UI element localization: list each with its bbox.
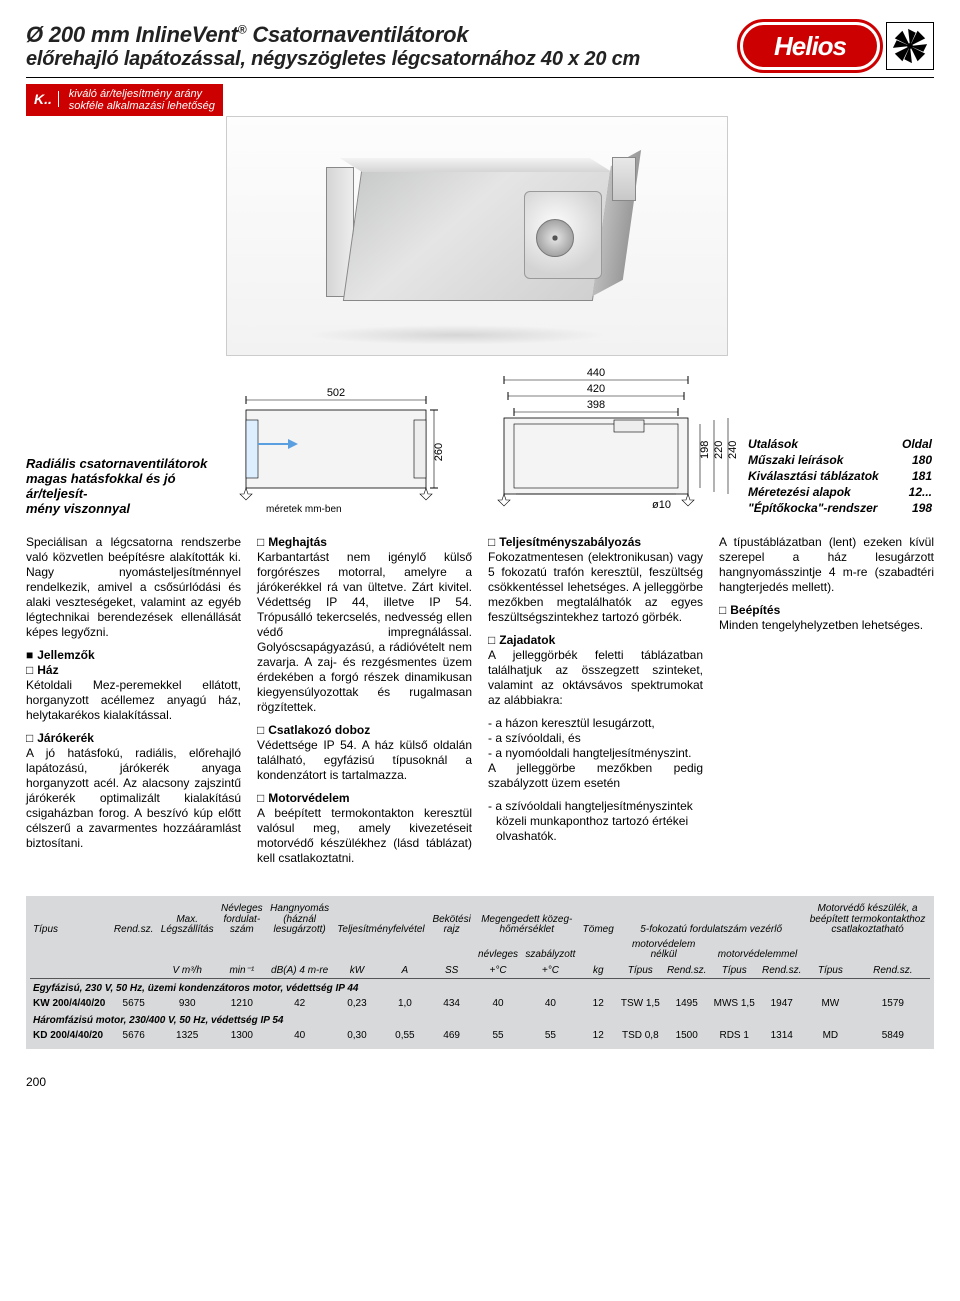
k-feature-box: K.. kiváló ár/teljesítmény arány sokféle… — [26, 84, 223, 116]
left-caption: Radiális csatornaventilátorok magas hatá… — [26, 457, 226, 517]
col2-h-csatlakozo: Csatlakozó doboz — [257, 723, 370, 737]
text-columns: Speciálisan a légcsatorna rendszerbe val… — [26, 535, 934, 874]
col2-h-motorvedelem: Motorvédelem — [257, 791, 350, 805]
col-2: Meghajtás Karbantartást nem igénylő küls… — [257, 535, 472, 874]
k-label: K.. — [34, 91, 59, 107]
fan-icon — [886, 22, 934, 70]
col1-h-jellemzok: Jellemzők — [26, 648, 95, 662]
col-4: A típustáblázatban (lent) ezeken kívül s… — [719, 535, 934, 874]
title-block: Ø 200 mm InlineVent® Csatornaventilátoro… — [26, 22, 740, 71]
col1-h-jarokerek: Járókerék — [26, 731, 94, 745]
page-number: 200 — [26, 1075, 934, 1089]
title-line-1: Ø 200 mm InlineVent® Csatornaventilátoro… — [26, 22, 740, 48]
spec-row-1: KW 200/4/40/20 5675 930 1210 42 0,23 1,0… — [30, 996, 930, 1011]
references-page: Oldal — [898, 437, 932, 451]
svg-text:240: 240 — [727, 441, 736, 459]
dimension-row: Radiális csatornaventilátorok magas hatá… — [26, 364, 934, 517]
dimension-drawing-side: 502 260 méretek mm-ben — [226, 384, 486, 517]
svg-text:198: 198 — [699, 441, 711, 459]
references-title: Utalások — [748, 437, 896, 451]
spec-table: Típus Rend.sz. Max. Légszállítás Névlege… — [30, 902, 930, 1043]
dim-502: 502 — [327, 387, 345, 399]
spec-table-band: Típus Rend.sz. Max. Légszállítás Névlege… — [26, 896, 934, 1049]
title-suffix: Csatornaventilátorok — [246, 22, 468, 47]
spec-row-2: KD 200/4/40/20 5676 1325 1300 40 0,30 0,… — [30, 1028, 930, 1043]
product-photo — [226, 116, 728, 356]
svg-text:440: 440 — [587, 367, 605, 379]
svg-text:420: 420 — [587, 383, 605, 395]
col-3: Teljesítményszabályozás Fokozatmentesen … — [488, 535, 703, 874]
header-rule — [26, 77, 934, 78]
col3-h-teljszab: Teljesítményszabályozás — [488, 535, 641, 549]
title-prefix: Ø 200 mm InlineVent — [26, 22, 238, 47]
product-image-row — [26, 116, 934, 356]
section-2: Háromfázisú motor, 230/400 V, 50 Hz, véd… — [30, 1011, 930, 1028]
section-1: Egyfázisú, 230 V, 50 Hz, üzemi kondenzát… — [30, 978, 930, 996]
dimension-drawing-front: 440 420 398 ø10 198 220 240 — [486, 364, 746, 517]
svg-text:ø10: ø10 — [652, 499, 671, 511]
col1-h-haz: Ház — [26, 663, 59, 677]
svg-text:398: 398 — [587, 399, 605, 411]
references-block: UtalásokOldal Műszaki leírások180 Kivála… — [746, 435, 934, 517]
header: Ø 200 mm InlineVent® Csatornaventilátoro… — [26, 22, 934, 71]
col-1: Speciálisan a légcsatorna rendszerbe val… — [26, 535, 241, 874]
logo-area: Helios — [740, 22, 934, 70]
col2-h-meghajtas: Meghajtás — [257, 535, 327, 549]
title-line-2: előrehajló lapátozással, négyszögletes l… — [26, 48, 740, 71]
k-sub: kiváló ár/teljesítmény arány sokféle alk… — [69, 88, 215, 112]
col4-h-beepites: Beépítés — [719, 603, 780, 617]
helios-logo: Helios — [740, 22, 880, 70]
svg-text:méretek mm-ben: méretek mm-ben — [266, 504, 342, 514]
col3-h-zajadatok: Zajadatok — [488, 633, 555, 647]
svg-text:220: 220 — [713, 441, 725, 459]
svg-text:260: 260 — [433, 443, 445, 461]
